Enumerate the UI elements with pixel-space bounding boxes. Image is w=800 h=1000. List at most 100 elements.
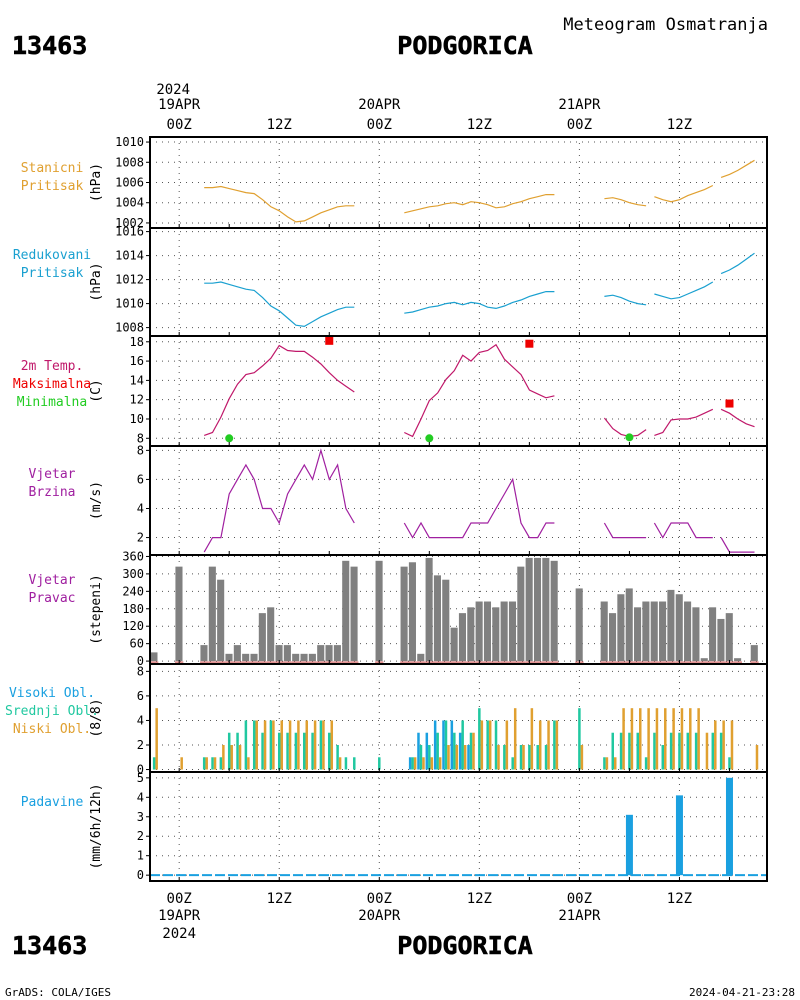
wind-dir-bar-49 [659, 601, 667, 662]
ytick-label-2-0: 8 [137, 431, 144, 445]
wind-dir-bar-13 [292, 653, 300, 662]
panel-label-1-0: Redukovani [13, 248, 91, 263]
low-cloud-bar-46 [639, 708, 642, 770]
low-cloud-bar-29 [463, 745, 467, 770]
panel-0: 1002 1004 1006 1008 1010 (hPa) Stanicni Pritisa… [21, 135, 768, 230]
panel-label-2-1: Maksimalna [13, 377, 91, 392]
mid-cloud-bar-2 [202, 757, 206, 770]
panel-frame-6 [149, 771, 768, 882]
ylabel-5: (8/8) [89, 698, 104, 737]
low-cloud-bar-42 [605, 757, 609, 770]
wind-dir-bar-14 [300, 653, 308, 662]
mid-cloud-bar-5 [227, 732, 231, 770]
mid-cloud-bar-46 [636, 732, 640, 770]
mid-cloud-bar-37 [528, 745, 531, 770]
low-cloud-bar-28 [455, 745, 459, 770]
mid-cloud-bar-55 [711, 732, 715, 770]
bottom-hour-3: 12Z [467, 891, 492, 907]
tmin-marker-0 [225, 434, 234, 443]
wind-dir-bar-37 [525, 557, 533, 662]
panel-frame-0 [149, 136, 768, 229]
wind-dir-bar-0 [150, 652, 158, 662]
wind-dir-bar-8 [250, 653, 258, 662]
wind-dir-bar-6 [233, 645, 241, 662]
tmax-marker-1 [525, 339, 534, 348]
low-cloud-bar-6 [238, 745, 242, 770]
line-segment-3-0 [203, 448, 355, 553]
line-segment-3-1 [403, 477, 555, 539]
mid-cloud-bar-42 [603, 757, 606, 770]
top-date-2: 20APR [358, 97, 401, 113]
ytick-label-4-3: 180 [122, 602, 144, 616]
ytick-label-4-1: 60 [130, 637, 144, 651]
wind-dir-bar-19 [342, 560, 350, 662]
wind-dir-bar-57 [725, 613, 733, 662]
ytick-label-0-4: 1010 [115, 135, 144, 149]
wind-dir-bar-17 [325, 645, 333, 662]
wind-dir-bar-31 [475, 601, 483, 662]
wind-dir-bar-45 [625, 588, 633, 662]
ylabel-4: (stepeni) [89, 574, 104, 644]
wind-dir-bar-7 [242, 653, 250, 662]
wind-dir-bar-56 [717, 618, 725, 662]
ytick-label-6-4: 4 [137, 790, 144, 804]
mid-cloud-bar-27 [444, 720, 448, 770]
low-cloud-bar-47 [647, 708, 650, 770]
mid-cloud-bar-33 [494, 720, 498, 770]
mid-cloud-bar-34 [503, 745, 506, 770]
ylabel-6: (mm/6h/12h) [89, 783, 104, 869]
mid-cloud-bar-36 [519, 745, 523, 770]
low-cloud-bar-33 [497, 745, 500, 770]
high-cloud-bar-23 [408, 757, 412, 770]
ytick-label-1-1: 1010 [115, 297, 144, 311]
mid-cloud-bar-13 [294, 732, 298, 770]
wind-dir-bar-10 [267, 607, 275, 662]
line-segment-1-2 [604, 294, 647, 306]
ytick-label-2-3: 14 [130, 373, 144, 387]
ytick-label-4-4: 240 [122, 584, 144, 598]
ytick-label-1-4: 1016 [115, 225, 144, 239]
line-segment-1-1 [404, 291, 555, 314]
mid-cloud-bar-19 [344, 757, 348, 770]
low-cloud-bar-26 [438, 757, 442, 770]
mid-cloud-bar-25 [428, 745, 431, 770]
high-cloud-bar-30 [467, 745, 470, 770]
series-6 [150, 777, 767, 877]
ytick-label-2-1: 10 [130, 412, 144, 426]
line-segment-2-4 [720, 408, 755, 428]
mid-cloud-bar-17 [328, 732, 331, 770]
bottom-year-0: 2024 [162, 926, 196, 942]
mid-cloud-bar-18 [336, 745, 339, 770]
wind-dir-bar-42 [600, 601, 608, 662]
low-cloud-bar-52 [689, 708, 692, 770]
low-cloud-bar-38 [538, 720, 542, 770]
low-cloud-bar-25 [430, 757, 434, 770]
wind-dir-bar-18 [333, 645, 341, 662]
bottom-hour-4: 00Z [567, 891, 592, 907]
mid-cloud-bar-44 [619, 732, 623, 770]
low-cloud-bar-1 [180, 757, 183, 770]
line-segment-0-4 [720, 159, 755, 178]
low-cloud-bar-24 [422, 757, 425, 770]
mid-cloud-bar-35 [511, 757, 514, 770]
mid-cloud-bar-41 [578, 708, 581, 770]
low-cloud-bar-49 [664, 708, 667, 770]
ytick-label-4-2: 120 [122, 619, 144, 633]
mid-cloud-bar-16 [319, 720, 323, 770]
line-segment-2-1 [404, 343, 555, 438]
high-cloud-bar-29 [458, 732, 462, 770]
ytick-label-6-5: 5 [137, 771, 144, 785]
ytick-label-6-3: 3 [137, 810, 144, 824]
line-segment-0-1 [404, 194, 555, 214]
low-cloud-bar-43 [614, 757, 617, 770]
ytick-label-2-5: 18 [130, 335, 144, 349]
wind-dir-bar-23 [408, 562, 416, 662]
ytick-label-0-3: 1008 [115, 155, 144, 169]
panel-frame-2 [149, 335, 768, 447]
wind-dir-bar-53 [692, 607, 700, 662]
panel-label-0-0: Stanicni [21, 161, 84, 176]
mid-cloud-bar-43 [611, 732, 615, 770]
footer-credit: GrADS: COLA/IGES [5, 986, 111, 999]
low-cloud-bar-13 [297, 720, 300, 770]
